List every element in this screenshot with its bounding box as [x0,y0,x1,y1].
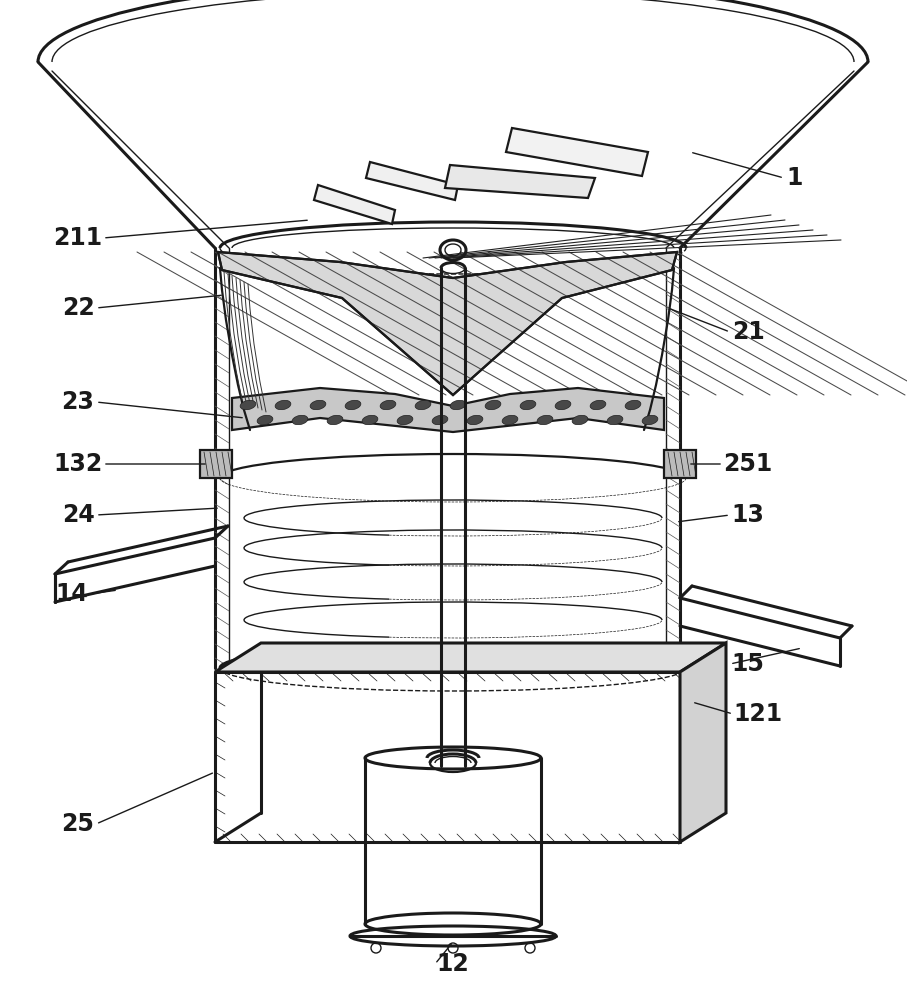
Polygon shape [366,162,458,200]
Ellipse shape [275,400,291,410]
Polygon shape [218,252,677,395]
Ellipse shape [625,400,641,410]
Ellipse shape [292,415,307,425]
Ellipse shape [450,400,466,410]
Ellipse shape [362,415,378,425]
Text: 132: 132 [54,452,102,476]
Text: 13: 13 [732,503,765,527]
Ellipse shape [397,415,413,425]
Text: 251: 251 [724,452,773,476]
Ellipse shape [502,415,518,425]
Ellipse shape [310,400,326,410]
Polygon shape [314,185,395,224]
Polygon shape [506,128,648,176]
Polygon shape [445,165,595,198]
Ellipse shape [520,400,536,410]
Text: 22: 22 [62,296,94,320]
Ellipse shape [380,400,395,410]
Ellipse shape [642,415,658,425]
Ellipse shape [257,415,273,425]
Ellipse shape [240,400,256,410]
Ellipse shape [467,415,483,425]
Text: 14: 14 [55,582,88,606]
Ellipse shape [327,415,343,425]
Ellipse shape [346,400,361,410]
Text: 121: 121 [734,702,783,726]
Ellipse shape [537,415,553,425]
Text: 211: 211 [54,226,102,250]
Polygon shape [215,643,726,672]
Polygon shape [664,450,696,478]
Ellipse shape [590,400,606,410]
Ellipse shape [555,400,571,410]
Text: 24: 24 [62,503,94,527]
Polygon shape [232,388,664,432]
Ellipse shape [432,415,448,425]
Polygon shape [680,643,726,842]
Text: 1: 1 [786,166,804,190]
Text: 15: 15 [732,652,765,676]
Ellipse shape [485,400,501,410]
Ellipse shape [572,415,588,425]
Text: 25: 25 [62,812,94,836]
Polygon shape [200,450,232,478]
Ellipse shape [607,415,623,425]
Text: 12: 12 [436,952,470,976]
Text: 23: 23 [62,390,94,414]
Ellipse shape [415,400,431,410]
Text: 21: 21 [732,320,765,344]
